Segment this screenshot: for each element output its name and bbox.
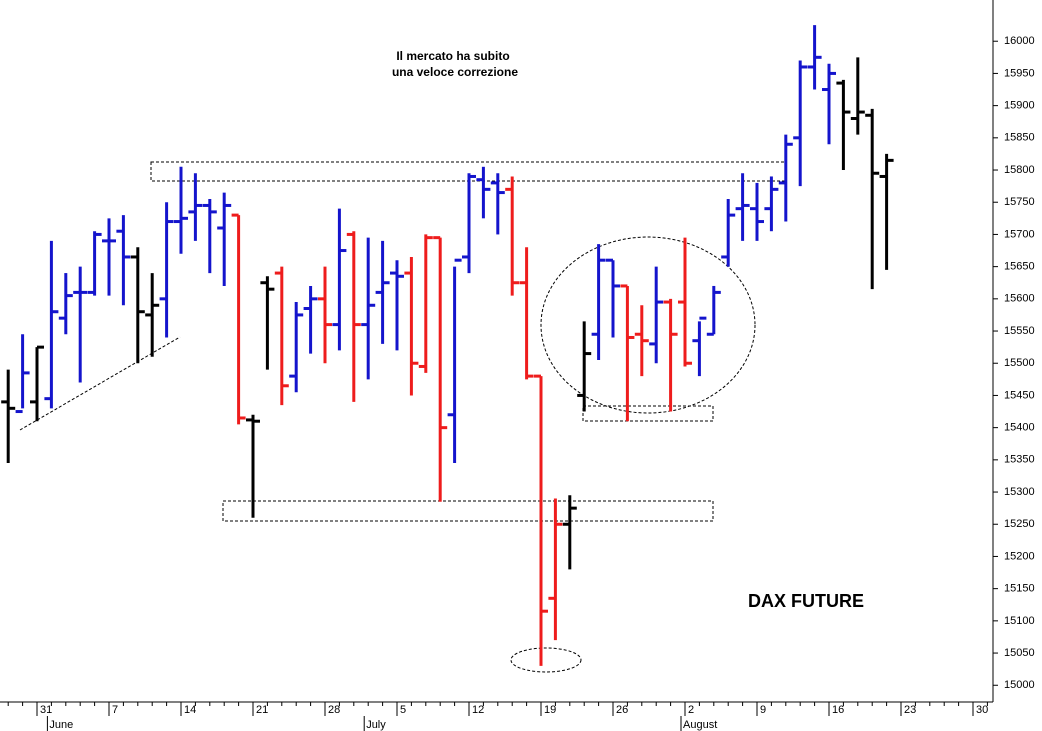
support-box-small <box>582 405 714 422</box>
x-tick-label: 23 <box>904 704 916 716</box>
x-tick-label: 19 <box>544 704 556 716</box>
y-tick-label: 15600 <box>1004 293 1035 305</box>
y-tick-label: 15350 <box>1004 454 1035 466</box>
x-tick-label: 12 <box>472 704 484 716</box>
y-tick-label: 15050 <box>1004 647 1035 659</box>
y-tick-label: 15550 <box>1004 325 1035 337</box>
x-tick-label: 5 <box>400 704 406 716</box>
y-tick-label: 15900 <box>1004 100 1035 112</box>
x-tick-label: 31 <box>40 704 52 716</box>
support-box <box>222 500 714 522</box>
y-tick-label: 15250 <box>1004 518 1035 530</box>
trend-line <box>19 336 181 431</box>
y-tick-label: 15750 <box>1004 196 1035 208</box>
y-tick-label: 15450 <box>1004 389 1035 401</box>
y-tick-label: 15200 <box>1004 550 1035 562</box>
y-tick-label: 15950 <box>1004 67 1035 79</box>
y-tick-label: 16000 <box>1004 35 1035 47</box>
y-tick-label: 15000 <box>1004 679 1035 691</box>
x-tick-label: 28 <box>328 704 340 716</box>
chart-title: DAX FUTURE <box>748 591 864 611</box>
month-label: July <box>366 719 386 731</box>
y-tick-label: 15850 <box>1004 132 1035 144</box>
x-tick-label: 16 <box>832 704 844 716</box>
annotation: Il mercato ha subito <box>396 49 509 63</box>
x-tick-label: 7 <box>112 704 118 716</box>
x-tick-label: 2 <box>688 704 694 716</box>
consolidation-circle <box>540 236 756 414</box>
annotation: una veloce correzione <box>392 65 518 79</box>
y-tick-label: 15500 <box>1004 357 1035 369</box>
x-tick-label: 21 <box>256 704 268 716</box>
y-tick-label: 15100 <box>1004 615 1035 627</box>
y-tick-label: 15300 <box>1004 486 1035 498</box>
x-tick-label: 14 <box>184 704 196 716</box>
month-label: August <box>683 719 717 731</box>
low-ellipse <box>510 647 582 673</box>
y-tick-label: 15400 <box>1004 422 1035 434</box>
y-tick-label: 15650 <box>1004 261 1035 273</box>
x-tick-label: 9 <box>760 704 766 716</box>
y-tick-label: 15150 <box>1004 583 1035 595</box>
y-tick-label: 15800 <box>1004 164 1035 176</box>
x-tick-label: 30 <box>976 704 988 716</box>
y-tick-label: 15700 <box>1004 228 1035 240</box>
x-tick-label: 26 <box>616 704 628 716</box>
month-label: June <box>49 719 73 731</box>
